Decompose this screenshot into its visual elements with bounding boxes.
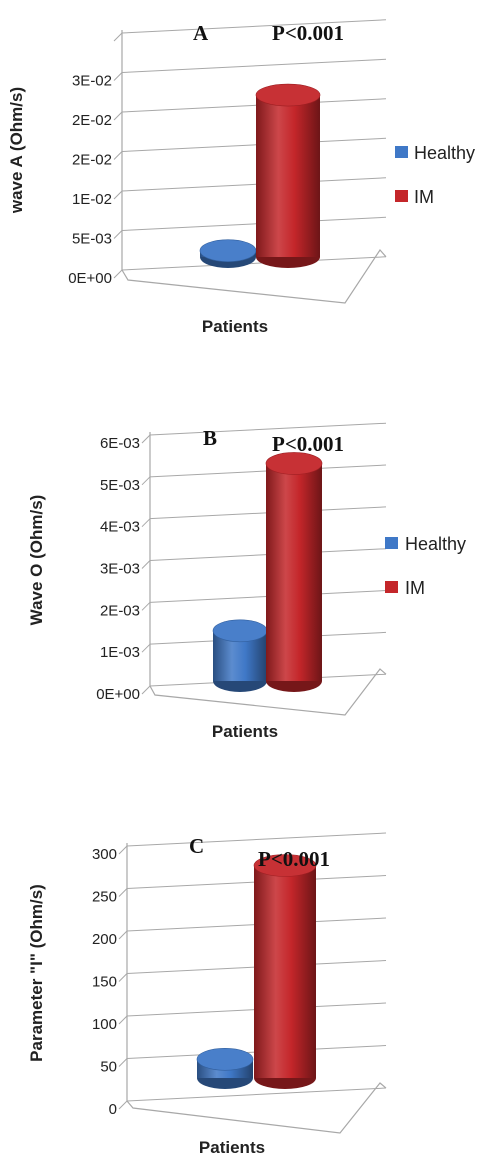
legend-label-im: IM xyxy=(405,578,425,598)
axis-tick xyxy=(118,1058,128,1067)
axis-tick xyxy=(113,151,123,160)
axis-tick xyxy=(141,685,151,695)
panel-letter: C xyxy=(189,834,204,858)
y-tick-label: 0E+00 xyxy=(68,270,112,287)
bar-healthy xyxy=(199,239,257,268)
legend-swatch-healthy xyxy=(395,146,408,158)
y-axis-label: wave A (Ohm/s) xyxy=(7,87,26,214)
gridline xyxy=(121,98,387,113)
axis-tick xyxy=(118,888,128,897)
y-tick-label: 3E-02 xyxy=(72,73,112,90)
y-tick-label: 0E+00 xyxy=(96,686,140,703)
axis-tick xyxy=(141,643,151,653)
y-tick-label: 300 xyxy=(92,846,117,863)
axis-tick xyxy=(113,269,123,279)
x-axis-label: Patients xyxy=(202,317,268,336)
gridline xyxy=(121,58,387,73)
y-axis-label: Wave O (Ohm/s) xyxy=(27,495,46,626)
y-tick-label: 250 xyxy=(92,889,117,906)
x-axis-label: Patients xyxy=(212,722,278,741)
p-value-annotation: P<0.001 xyxy=(272,432,344,456)
y-tick-label: 1E-03 xyxy=(100,644,140,661)
gridline xyxy=(121,177,387,192)
bar-healthy xyxy=(196,1047,254,1089)
axis-tick xyxy=(118,845,128,855)
gridline xyxy=(126,832,387,847)
y-tick-label: 2E-02 xyxy=(72,152,112,169)
axis-tick xyxy=(118,973,128,982)
y-tick-label: 100 xyxy=(92,1016,117,1033)
chart-panel-c: 0 50 100 150 200 250 300 Parameter "I" (Ohm/s)… xyxy=(27,832,387,1157)
gridline xyxy=(126,1087,387,1102)
axis-tick xyxy=(141,560,151,569)
y-tick-label: 5E-03 xyxy=(100,477,140,494)
floor-outline xyxy=(121,249,387,304)
legend-label-healthy: Healthy xyxy=(405,534,466,554)
y-tick-label: 2E-03 xyxy=(100,602,140,619)
axis-tick xyxy=(113,111,123,121)
gridline xyxy=(121,256,387,271)
gridline xyxy=(149,422,387,436)
y-tick-label: 3E-03 xyxy=(100,561,140,578)
chart-panel-a: 0E+00 5E-03 1E-02 2E-02 2E-02 3E-02 wave A (O… xyxy=(7,19,475,336)
axis-tick xyxy=(118,930,128,940)
axis-tick xyxy=(141,476,151,486)
legend-label-im: IM xyxy=(414,187,434,207)
panel-letter: B xyxy=(203,426,217,450)
legend-label-healthy: Healthy xyxy=(414,143,475,163)
p-value-annotation: P<0.001 xyxy=(258,847,330,871)
gridline xyxy=(121,137,387,152)
panel-letter: A xyxy=(193,21,209,45)
axis-tick xyxy=(113,190,123,200)
y-axis-label: Parameter "I" (Ohm/s) xyxy=(27,884,46,1062)
y-tick-label: 0 xyxy=(109,1101,117,1118)
y-tick-label: 5E-03 xyxy=(72,231,112,248)
legend-swatch-im xyxy=(395,190,408,202)
y-tick-label: 50 xyxy=(100,1059,117,1076)
axis-tick xyxy=(118,1100,128,1110)
bar-im xyxy=(265,452,323,692)
y-tick-label: 4E-03 xyxy=(100,519,140,536)
axis-tick xyxy=(141,434,151,444)
x-axis-label: Patients xyxy=(199,1138,265,1157)
legend-swatch-healthy xyxy=(385,537,398,549)
y-tick-label: 1E-02 xyxy=(72,191,112,208)
floor-outline xyxy=(149,668,387,716)
y-tick-label: 2E-02 xyxy=(72,112,112,129)
axis-tick xyxy=(113,32,123,42)
bar-healthy xyxy=(212,619,268,692)
gridline xyxy=(121,216,387,231)
chart-panel-b: 0E+00 1E-03 2E-03 3E-03 4E-03 5E-03 6E-03 Wave… xyxy=(27,422,466,741)
axis-tick xyxy=(113,230,123,239)
bar-im xyxy=(255,83,321,268)
bar-im xyxy=(253,854,317,1089)
floor-outline xyxy=(126,1082,387,1134)
axis-tick xyxy=(141,601,151,611)
y-tick-label: 6E-03 xyxy=(100,435,140,452)
p-value-annotation: P<0.001 xyxy=(272,21,344,45)
axis-tick xyxy=(118,1015,128,1025)
legend-swatch-im xyxy=(385,581,398,593)
y-tick-label: 200 xyxy=(92,931,117,948)
axis-tick xyxy=(141,518,151,528)
y-tick-label: 150 xyxy=(92,974,117,991)
gridline xyxy=(121,19,387,34)
axis-tick xyxy=(113,72,123,81)
